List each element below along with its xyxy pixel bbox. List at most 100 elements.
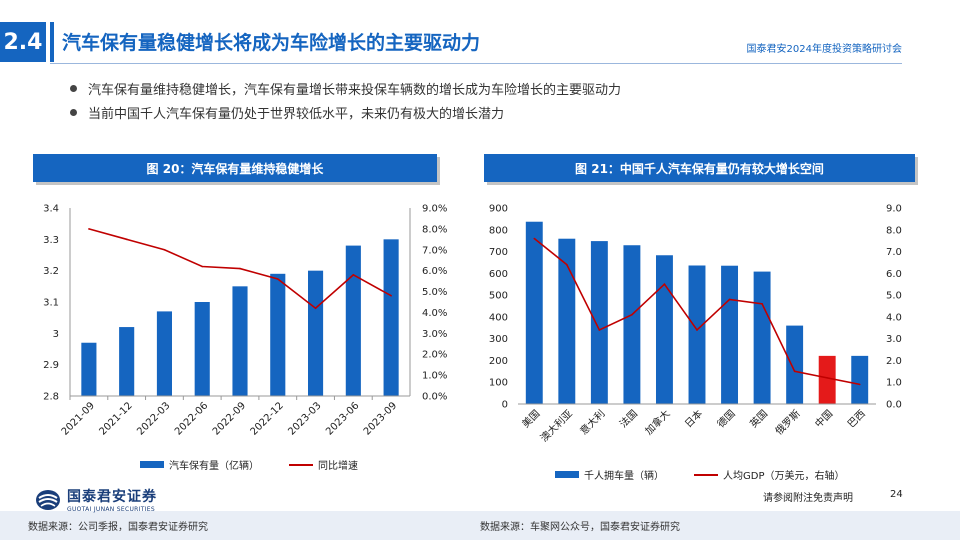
y-left-tick-label: 400 [489, 312, 508, 323]
legend-item-bar: 千人拥车量（辆） [555, 467, 664, 482]
x-tick-label: 巴西 [845, 408, 868, 431]
y-left-tick-label: 900 [489, 204, 508, 215]
line-point [201, 265, 204, 268]
y-left-tick-label: 700 [489, 247, 508, 258]
line-point [533, 237, 536, 240]
y-left-tick-label: 100 [489, 378, 508, 389]
bar [270, 273, 286, 396]
bar [232, 286, 248, 396]
y-left-tick-label: 3.3 [43, 235, 59, 246]
legend-label: 千人拥车量（辆） [584, 471, 664, 482]
y-right-tick-label: 1.0% [422, 371, 447, 382]
y-right-tick-label: 5.0 [886, 291, 902, 302]
y-right-tick-label: 0.0 [886, 400, 902, 411]
x-tick-label: 中国 [812, 407, 835, 430]
legend-label: 同比增速 [318, 461, 358, 472]
x-tick-label: 澳大利亚 [537, 407, 574, 444]
legend-swatch-line [694, 473, 718, 476]
y-right-tick-label: 8.0% [422, 224, 447, 235]
event-name: 国泰君安2024年度投资策略研讨会 [746, 44, 902, 55]
y-right-tick-label: 1.0 [886, 378, 902, 389]
bar [786, 325, 804, 404]
bar [308, 270, 324, 396]
x-tick-label: 日本 [682, 407, 705, 430]
bar [119, 327, 135, 396]
x-tick-label: 加拿大 [642, 407, 672, 437]
footer-band [0, 511, 960, 540]
bar [558, 238, 576, 404]
bar [655, 255, 673, 404]
chart-title: 图 21：中国千人汽车保有量仍有较大增长空间 [484, 154, 915, 182]
bar [81, 342, 97, 396]
y-left-tick-label: 2.8 [43, 392, 59, 403]
line-point [858, 383, 861, 386]
bar [721, 265, 739, 404]
bar [345, 245, 361, 396]
y-left-tick-label: 800 [489, 225, 508, 236]
bullet-item: 当前中国千人汽车保有量仍处于世界较低水平，未来仍有极大的增长潜力 [70, 100, 621, 124]
legend-swatch-line [289, 463, 313, 466]
line-point [125, 238, 128, 241]
y-left-tick-label: 3.1 [43, 298, 59, 309]
line-point [163, 248, 166, 251]
line-point [793, 370, 796, 373]
title-accent-bar [50, 22, 54, 62]
bullet-item: 汽车保有量维持稳健增长，汽车保有量增长带来投保车辆数的增长成为车险增长的主要驱动… [70, 76, 621, 100]
bar [851, 355, 869, 404]
y-right-tick-label: 9.0% [422, 204, 447, 215]
x-tick-label: 意大利 [577, 407, 607, 437]
x-tick-label: 德国 [714, 407, 737, 430]
bar [753, 271, 771, 404]
line-point [566, 263, 568, 266]
line-point [826, 377, 828, 379]
x-tick-label: 法国 [617, 407, 640, 430]
y-right-tick-label: 3.0% [422, 329, 447, 340]
legend-item-line: 同比增速 [289, 457, 358, 472]
bar [818, 355, 836, 404]
y-left-tick-label: 3 [53, 329, 59, 340]
bullet-list: 汽车保有量维持稳健增长，汽车保有量增长带来投保车辆数的增长成为车险增长的主要驱动… [70, 76, 621, 124]
y-right-tick-label: 3.0 [886, 334, 902, 345]
line-point [631, 313, 633, 316]
bullet-dot-icon [70, 84, 77, 92]
disclaimer-text: 请参阅附注免责声明 [763, 493, 853, 504]
y-right-tick-label: 4.0% [422, 308, 447, 319]
bar [194, 302, 210, 396]
x-tick-label: 俄罗斯 [772, 407, 802, 437]
title-divider [50, 63, 902, 64]
y-right-tick-label: 6.0 [886, 269, 902, 280]
chart-panel-vehicle-ownership: 图 20：汽车保有量维持稳健增长 [33, 154, 437, 182]
legend-label: 汽车保有量（亿辆） [169, 461, 259, 472]
legend-item-line: 人均GDP（万美元，右轴） [694, 467, 844, 482]
x-tick-label: 美国 [519, 407, 542, 430]
bullet-text: 当前中国千人汽车保有量仍处于世界较低水平，未来仍有极大的增长潜力 [88, 106, 505, 122]
bullet-text: 汽车保有量维持稳健增长，汽车保有量增长带来投保车辆数的增长成为车险增长的主要驱动… [88, 82, 622, 98]
line-point [276, 278, 279, 280]
y-right-tick-label: 7.0% [422, 245, 447, 256]
logo-mark-icon [36, 489, 60, 510]
line-point [696, 329, 698, 331]
chart-legend-left: 汽车保有量（亿辆） 同比增速 [140, 457, 388, 472]
y-left-tick-label: 3.2 [43, 266, 59, 277]
line-point [239, 267, 241, 270]
x-tick-label: 英国 [747, 407, 770, 430]
y-right-tick-label: 9.0 [886, 204, 902, 215]
y-right-tick-label: 2.0% [422, 350, 447, 361]
y-right-tick-label: 6.0% [422, 266, 447, 277]
y-left-tick-label: 2.9 [43, 360, 59, 371]
bar [383, 239, 399, 396]
chart-legend-right: 千人拥车量（辆） 人均GDP（万美元，右轴） [555, 467, 874, 482]
y-left-tick-label: 500 [489, 291, 508, 302]
source-note-right: 数据来源：车聚网公众号，国泰君安证券研究 [480, 522, 680, 533]
bar [688, 265, 706, 404]
page-title: 汽车保有量稳健增长将成为车险增长的主要驱动力 [62, 32, 481, 54]
page-number: 24 [890, 489, 903, 500]
bar [623, 245, 641, 404]
y-right-tick-label: 8.0 [886, 225, 902, 236]
line-point [314, 307, 317, 310]
logo-text-en: GUOTAI JUNAN SECURITIES [67, 506, 155, 513]
y-left-tick-label: 200 [489, 356, 508, 367]
y-right-tick-label: 7.0 [886, 247, 902, 258]
section-number-badge: 2.4 [0, 22, 46, 62]
